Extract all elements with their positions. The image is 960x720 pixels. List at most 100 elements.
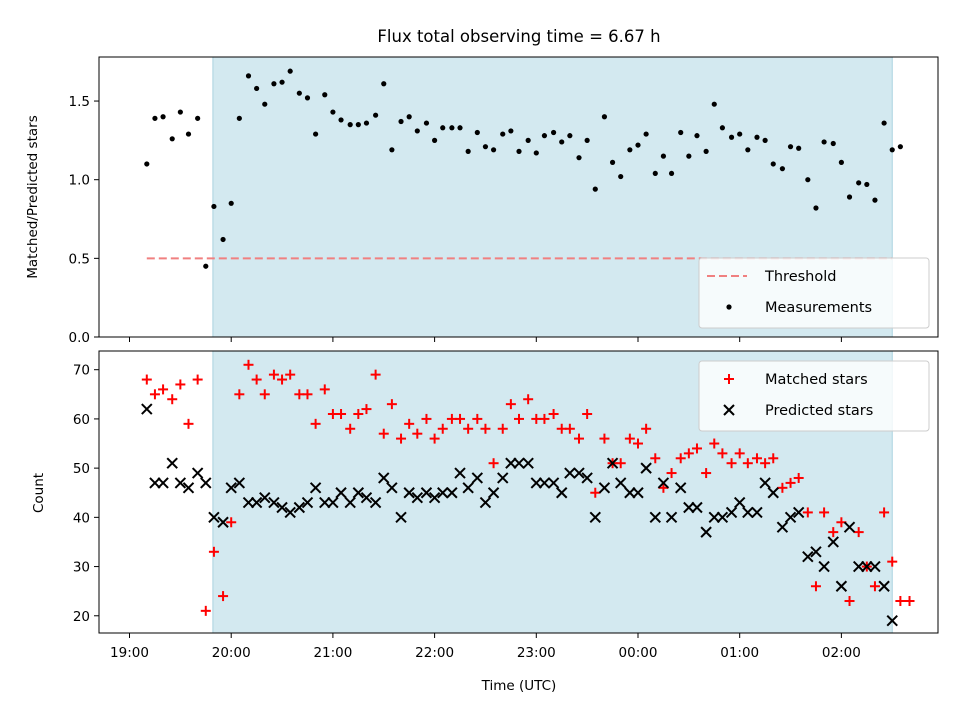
predicted-stars-point bbox=[487, 487, 500, 499]
legend-x-swatch bbox=[723, 404, 735, 416]
predicted-stars-point bbox=[191, 467, 204, 479]
matched-stars-point bbox=[641, 423, 652, 434]
marker-stroke bbox=[497, 472, 509, 484]
predicted-stars-point bbox=[547, 477, 560, 489]
marker-stroke bbox=[505, 457, 517, 469]
measurement-point bbox=[500, 131, 506, 137]
predicted-stars-point bbox=[810, 546, 822, 558]
predicted-stars-point bbox=[276, 501, 288, 514]
marker-stroke bbox=[827, 536, 839, 548]
measurement-point bbox=[482, 144, 489, 150]
predicted-stars-point bbox=[802, 551, 814, 563]
predicted-stars-point bbox=[869, 560, 881, 573]
predicted-stars-point bbox=[378, 472, 390, 484]
legend-dot-swatch bbox=[726, 304, 732, 310]
predicted-stars-point bbox=[225, 482, 237, 494]
y-tick-label: 60 bbox=[73, 412, 90, 428]
marker-stroke bbox=[581, 472, 593, 484]
measurement-point bbox=[338, 117, 344, 123]
predicted-stars-point bbox=[301, 496, 314, 509]
marker-stroke bbox=[556, 487, 568, 499]
measurement-point bbox=[474, 129, 480, 136]
measurement-point bbox=[203, 263, 209, 269]
marker-stroke bbox=[810, 546, 822, 558]
matched-stars-point bbox=[200, 605, 211, 616]
marker-stroke bbox=[843, 521, 856, 533]
predicted-stars-point bbox=[420, 487, 433, 499]
measurement-point bbox=[813, 205, 819, 211]
measurement-point bbox=[533, 150, 539, 156]
legend-matched-stars: Matched stars bbox=[724, 372, 868, 388]
measurement-point bbox=[754, 134, 760, 140]
legend-box bbox=[698, 360, 930, 432]
measurement-point bbox=[627, 147, 633, 153]
marker-stroke bbox=[674, 482, 687, 494]
measurement-point bbox=[490, 147, 497, 153]
matched-stars-point bbox=[742, 458, 753, 469]
matched-stars-point bbox=[895, 596, 906, 607]
measurement-point bbox=[516, 148, 522, 154]
predicted-stars-point bbox=[708, 511, 720, 524]
y-tick-label: 50 bbox=[73, 461, 90, 477]
marker-stroke bbox=[217, 516, 229, 528]
predicted-stars-point bbox=[861, 560, 873, 573]
measurement-point bbox=[177, 109, 183, 115]
matched-stars-point bbox=[853, 527, 864, 538]
measurement-point bbox=[363, 120, 370, 126]
predicted-stars-point bbox=[843, 521, 856, 533]
measurement-point bbox=[576, 155, 582, 161]
matched-stars-point bbox=[650, 453, 661, 464]
x-axis-label: Time (UTC) bbox=[481, 678, 557, 694]
marker-stroke bbox=[716, 511, 729, 524]
measurement-point bbox=[897, 144, 903, 150]
marker-stroke bbox=[632, 487, 644, 499]
matched-stars-point bbox=[615, 458, 626, 469]
marker-stroke bbox=[191, 467, 204, 479]
predicted-stars-point bbox=[742, 506, 754, 519]
marker-stroke bbox=[149, 477, 161, 489]
predicted-stars-point bbox=[250, 496, 263, 509]
measurement-point bbox=[262, 101, 268, 107]
predicted-stars-point bbox=[614, 477, 627, 489]
marker-stroke bbox=[242, 496, 255, 509]
predicted-stars-point bbox=[513, 457, 525, 469]
matched-stars-point bbox=[777, 482, 788, 493]
measurement-point bbox=[185, 131, 192, 137]
predicted-stars-point bbox=[598, 482, 611, 494]
measurement-point bbox=[584, 137, 590, 143]
marker-stroke bbox=[293, 501, 306, 514]
matched-stars-point bbox=[624, 433, 635, 444]
matched-stars-point bbox=[243, 359, 254, 370]
matched-stars-point bbox=[192, 374, 203, 385]
matched-stars-point bbox=[514, 413, 525, 424]
measurement-point bbox=[864, 181, 870, 188]
measurement-point bbox=[686, 153, 692, 159]
marker-stroke bbox=[319, 496, 331, 509]
marker-stroke bbox=[182, 482, 195, 494]
predicted-stars-point bbox=[395, 511, 407, 524]
matched-stars-point bbox=[505, 399, 516, 410]
marker-stroke bbox=[233, 477, 246, 489]
matched-stars-point bbox=[675, 453, 686, 464]
measurement-point bbox=[652, 170, 658, 177]
measurement-point bbox=[678, 129, 684, 136]
marker-stroke bbox=[309, 482, 322, 494]
marker-stroke bbox=[462, 482, 474, 494]
predicted-stars-point bbox=[606, 457, 619, 469]
matched-stars-point bbox=[785, 477, 796, 488]
y-tick-label: 1.5 bbox=[69, 94, 90, 110]
legend-label: Predicted stars bbox=[765, 403, 873, 419]
x-tick-label: 22:00 bbox=[415, 645, 454, 661]
marker-stroke bbox=[174, 477, 187, 489]
marker-stroke bbox=[479, 496, 492, 509]
matched-stars-point bbox=[302, 389, 313, 400]
marker-stroke bbox=[538, 477, 551, 489]
measurement-point bbox=[668, 170, 675, 177]
predicted-stars-point bbox=[751, 506, 763, 519]
measurement-point bbox=[287, 68, 293, 74]
measurement-point bbox=[592, 186, 598, 192]
measurement-point bbox=[711, 101, 717, 107]
marker-stroke bbox=[776, 521, 789, 533]
marker-stroke bbox=[657, 477, 670, 489]
